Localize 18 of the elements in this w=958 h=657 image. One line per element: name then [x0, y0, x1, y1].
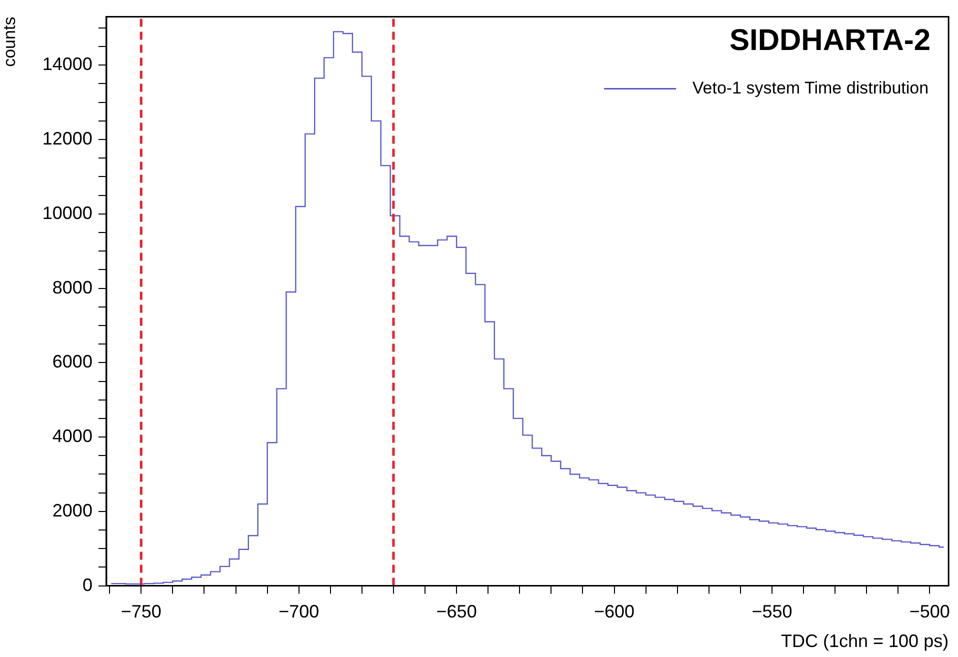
chart-title: SIDDHARTA-2	[729, 24, 931, 57]
y-tick-label: 2000	[52, 500, 92, 520]
x-tick-label: −550	[752, 602, 792, 622]
y-tick-label: 14000	[42, 54, 92, 74]
y-tick-label: 8000	[52, 277, 92, 298]
y-tick-label: 4000	[52, 426, 92, 446]
y-tick-label: 12000	[42, 128, 92, 148]
y-tick-label: 10000	[42, 202, 92, 223]
x-tick-label: −650	[436, 602, 477, 622]
x-tick-label: −500	[909, 602, 950, 622]
y-tick-label: 0	[82, 574, 92, 595]
x-tick-label: −600	[594, 602, 635, 622]
legend-label: Veto-1 system Time distribution	[692, 78, 929, 98]
x-tick-label: −700	[278, 602, 320, 622]
x-tick-label: −750	[120, 602, 162, 622]
x-axis-title: TDC (1chn = 100 ps)	[781, 631, 949, 652]
y-axis-title: counts	[0, 16, 19, 67]
y-tick-label: 6000	[52, 352, 92, 372]
